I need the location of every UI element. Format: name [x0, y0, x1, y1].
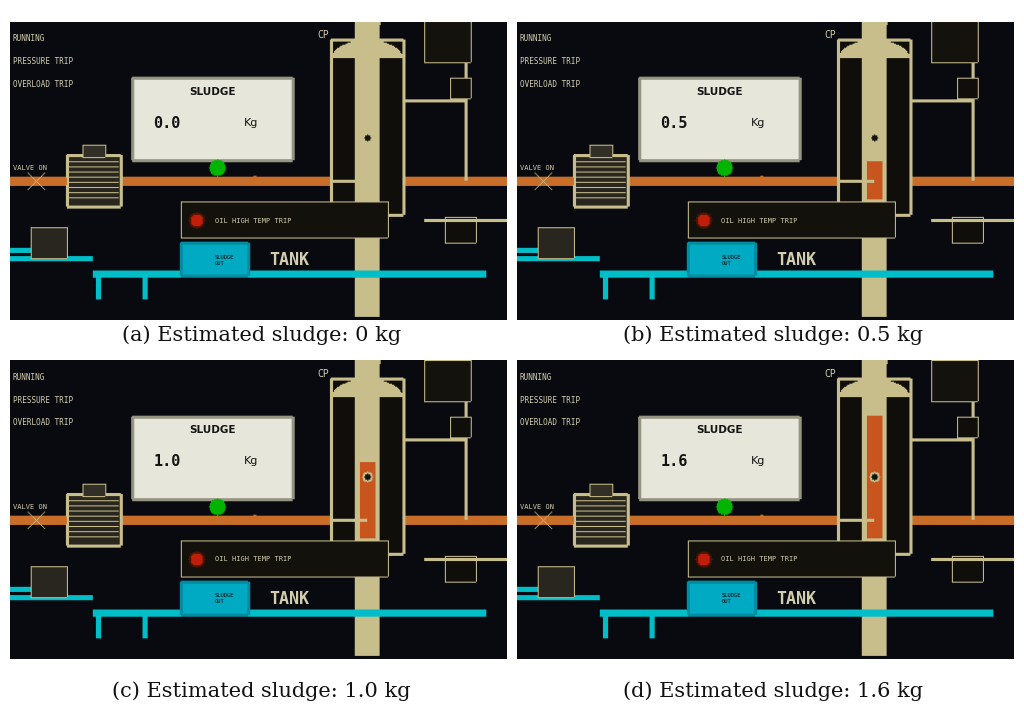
- Text: Kg: Kg: [751, 118, 765, 128]
- Text: (c) Estimated sludge: 1.0 kg: (c) Estimated sludge: 1.0 kg: [112, 681, 411, 701]
- Text: CP: CP: [317, 30, 330, 40]
- Text: OVERLOAD TRIP: OVERLOAD TRIP: [520, 418, 580, 427]
- Text: TANK: TANK: [269, 251, 309, 269]
- Text: SLUDGE: SLUDGE: [189, 87, 236, 97]
- Text: SLUDGE: SLUDGE: [696, 87, 742, 97]
- Text: PRESSURE TRIP: PRESSURE TRIP: [520, 395, 580, 405]
- Text: SLUDGE
OUT: SLUDGE OUT: [722, 255, 741, 266]
- Text: TANK: TANK: [776, 251, 816, 269]
- Text: (d) Estimated sludge: 1.6 kg: (d) Estimated sludge: 1.6 kg: [624, 681, 923, 701]
- Text: VALVE ON: VALVE ON: [520, 504, 554, 510]
- Text: OIL HIGH TEMP TRIP: OIL HIGH TEMP TRIP: [215, 218, 291, 224]
- Text: 1.6: 1.6: [660, 454, 688, 469]
- Text: OVERLOAD TRIP: OVERLOAD TRIP: [520, 80, 580, 89]
- Text: TANK: TANK: [269, 590, 309, 608]
- Text: OIL HIGH TEMP TRIP: OIL HIGH TEMP TRIP: [215, 557, 291, 562]
- Text: SLUDGE: SLUDGE: [189, 426, 236, 436]
- Text: 0.5: 0.5: [660, 116, 688, 130]
- Text: RUNNING: RUNNING: [13, 373, 45, 382]
- Text: OVERLOAD TRIP: OVERLOAD TRIP: [13, 418, 73, 427]
- Text: 0.0: 0.0: [154, 116, 181, 130]
- Text: OIL HIGH TEMP TRIP: OIL HIGH TEMP TRIP: [722, 557, 798, 562]
- Text: Kg: Kg: [244, 456, 258, 467]
- Text: (b) Estimated sludge: 0.5 kg: (b) Estimated sludge: 0.5 kg: [624, 325, 923, 345]
- Text: OVERLOAD TRIP: OVERLOAD TRIP: [13, 80, 73, 89]
- Text: SLUDGE: SLUDGE: [696, 426, 742, 436]
- Text: TANK: TANK: [776, 590, 816, 608]
- Text: PRESSURE TRIP: PRESSURE TRIP: [13, 395, 73, 405]
- Text: VALVE ON: VALVE ON: [520, 166, 554, 171]
- Text: RUNNING: RUNNING: [520, 35, 552, 43]
- Text: SLUDGE
OUT: SLUDGE OUT: [215, 255, 234, 266]
- Text: RUNNING: RUNNING: [13, 35, 45, 43]
- Text: Kg: Kg: [244, 118, 258, 128]
- Text: CP: CP: [824, 30, 837, 40]
- Text: OIL HIGH TEMP TRIP: OIL HIGH TEMP TRIP: [722, 218, 798, 224]
- Text: (a) Estimated sludge: 0 kg: (a) Estimated sludge: 0 kg: [122, 325, 400, 345]
- Text: VALVE ON: VALVE ON: [13, 504, 47, 510]
- Text: CP: CP: [317, 369, 330, 379]
- Text: RUNNING: RUNNING: [520, 373, 552, 382]
- Text: SLUDGE
OUT: SLUDGE OUT: [722, 593, 741, 604]
- Text: Kg: Kg: [751, 456, 765, 467]
- Text: PRESSURE TRIP: PRESSURE TRIP: [13, 57, 73, 66]
- Text: CP: CP: [824, 369, 837, 379]
- Text: PRESSURE TRIP: PRESSURE TRIP: [520, 57, 580, 66]
- Text: SLUDGE
OUT: SLUDGE OUT: [215, 593, 234, 604]
- Text: VALVE ON: VALVE ON: [13, 166, 47, 171]
- Text: 1.0: 1.0: [154, 454, 181, 469]
